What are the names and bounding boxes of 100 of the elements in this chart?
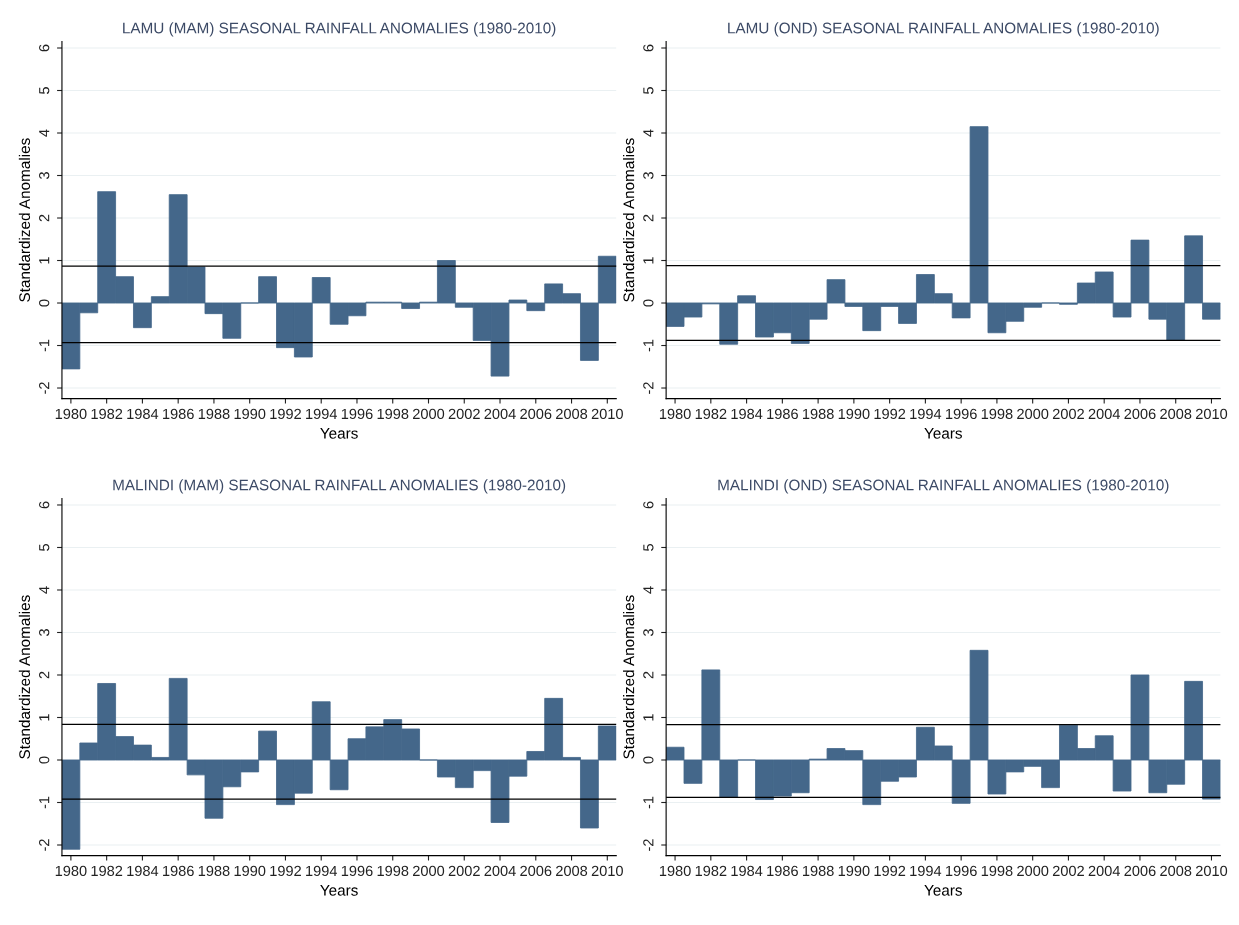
x-tick-label: 1984	[127, 865, 159, 877]
y-tick-label: 4	[39, 586, 50, 594]
x-tick-label: 1990	[234, 865, 266, 877]
y-tick-label: -1	[643, 796, 654, 809]
x-tick-label: 2010	[591, 408, 623, 420]
x-axis-title: Years	[320, 428, 358, 439]
x-tick-label: 1984	[127, 408, 159, 420]
x-tick-label: 1982	[91, 408, 123, 420]
x-tick-label: 1996	[946, 408, 977, 420]
x-tick-label: 1988	[198, 408, 230, 420]
y-tick-label: 1	[39, 714, 50, 721]
x-tick-label: 1998	[981, 865, 1013, 877]
y-tick-label: 3	[39, 172, 50, 180]
x-tick-label: 1996	[341, 408, 373, 420]
x-tick-label: 1994	[306, 865, 338, 877]
x-tick-label: 2010	[1195, 408, 1228, 420]
x-tick-label: 1996	[946, 865, 977, 877]
x-tick-label: 1980	[55, 865, 87, 877]
y-tick-label: 2	[39, 671, 50, 679]
x-tick-label: 1992	[874, 865, 906, 877]
y-tick-label: 6	[39, 44, 50, 52]
x-tick-label: 2008	[1160, 865, 1192, 877]
y-tick-label: 1	[643, 714, 654, 721]
y-tick-label: -2	[643, 382, 654, 394]
y-tick-label: 0	[643, 756, 654, 764]
y-tick-label: 4	[643, 129, 654, 137]
x-tick-label: 2010	[1195, 865, 1228, 877]
chart-title: LAMU (OND) SEASONAL RAINFALL ANOMALIES (1980-2010)	[728, 22, 1159, 37]
x-tick-label: 1984	[731, 865, 763, 877]
x-tick-label: 1994	[910, 408, 942, 420]
x-tick-label: 1996	[341, 865, 373, 877]
x-tick-label: 1994	[910, 865, 942, 877]
x-tick-label: 1986	[767, 408, 798, 420]
x-tick-label: 2006	[520, 865, 552, 877]
x-tick-label: 2006	[1124, 865, 1156, 877]
x-tick-label: 1998	[981, 408, 1013, 420]
y-tick-label: 2	[39, 214, 50, 222]
y-axis-title: Standardized Anomalies	[18, 595, 31, 759]
x-tick-label: 2008	[556, 865, 588, 877]
chart-title: MALINDI (OND) SEASONAL RAINFALL ANOMALIES (1980-2010)	[718, 479, 1169, 494]
x-tick-label: 1982	[695, 865, 727, 877]
y-tick-label: 1	[39, 257, 50, 264]
x-tick-label: 2004	[484, 408, 516, 420]
x-tick-label: 1986	[163, 408, 194, 420]
x-tick-label: 2004	[484, 865, 516, 877]
x-tick-label: 1988	[803, 408, 834, 420]
x-tick-label: 1988	[198, 865, 230, 877]
x-tick-label: 1990	[838, 408, 870, 420]
y-tick-label: 1	[643, 257, 654, 264]
x-tick-label: 2000	[1017, 865, 1049, 877]
y-tick-label: 4	[39, 129, 50, 137]
x-tick-label: 1992	[270, 865, 301, 877]
y-tick-label: 5	[643, 87, 654, 94]
y-tick-label: 2	[643, 671, 654, 679]
x-tick-label: 1992	[270, 408, 301, 420]
y-tick-label: 6	[643, 44, 654, 52]
x-tick-label: 1982	[91, 865, 123, 877]
x-tick-label: 1994	[306, 408, 338, 420]
chart-title: MALINDI (MAM) SEASONAL RAINFALL ANOMALIES (1980-2010)	[113, 479, 566, 494]
x-tick-label: 2000	[1017, 408, 1049, 420]
x-tick-label: 1980	[55, 408, 87, 420]
x-tick-label: 2008	[556, 408, 588, 420]
x-tick-label: 2002	[448, 865, 480, 877]
y-tick-label: 0	[643, 299, 654, 307]
y-tick-label: -2	[643, 839, 654, 851]
x-tick-label: 1980	[659, 408, 691, 420]
y-tick-label: -2	[39, 382, 50, 394]
y-tick-label: -1	[643, 339, 654, 352]
y-tick-label: 2	[643, 214, 654, 222]
x-tick-label: 1982	[695, 408, 727, 420]
x-tick-label: 2006	[1124, 408, 1156, 420]
y-tick-label: 0	[39, 756, 50, 764]
x-tick-label: 2000	[413, 408, 445, 420]
x-tick-label: 1992	[874, 408, 906, 420]
y-tick-label: 5	[643, 544, 654, 551]
x-tick-label: 2002	[1052, 408, 1084, 420]
y-tick-label: 3	[643, 629, 654, 636]
y-tick-label: 5	[39, 544, 50, 551]
y-tick-label: 0	[39, 299, 50, 307]
x-tick-label: 1990	[838, 865, 870, 877]
x-tick-label: 2006	[520, 408, 552, 420]
x-tick-label: 1988	[803, 865, 834, 877]
y-axis-title: Standardized Anomalies	[623, 138, 635, 302]
x-tick-label: 1980	[659, 865, 691, 877]
x-tick-label: 1986	[163, 865, 194, 877]
y-tick-label: -2	[39, 839, 50, 851]
chart-title: LAMU (MAM) SEASONAL RAINFALL ANOMALIES (1980-2010)	[123, 22, 556, 37]
y-tick-label: 5	[39, 87, 50, 94]
x-tick-label: 2004	[1088, 408, 1120, 420]
x-tick-label: 1990	[234, 408, 266, 420]
x-axis-title: Years	[924, 428, 962, 439]
y-axis-title: Standardized Anomalies	[623, 595, 635, 759]
y-tick-label: 4	[643, 586, 654, 594]
x-tick-label: 2000	[413, 865, 445, 877]
y-tick-label: 6	[643, 501, 654, 509]
x-tick-label: 2008	[1160, 408, 1192, 420]
x-axis-title: Years	[924, 885, 962, 896]
x-tick-label: 2010	[591, 865, 623, 877]
y-tick-label: 6	[39, 501, 50, 509]
x-tick-label: 1984	[731, 408, 763, 420]
